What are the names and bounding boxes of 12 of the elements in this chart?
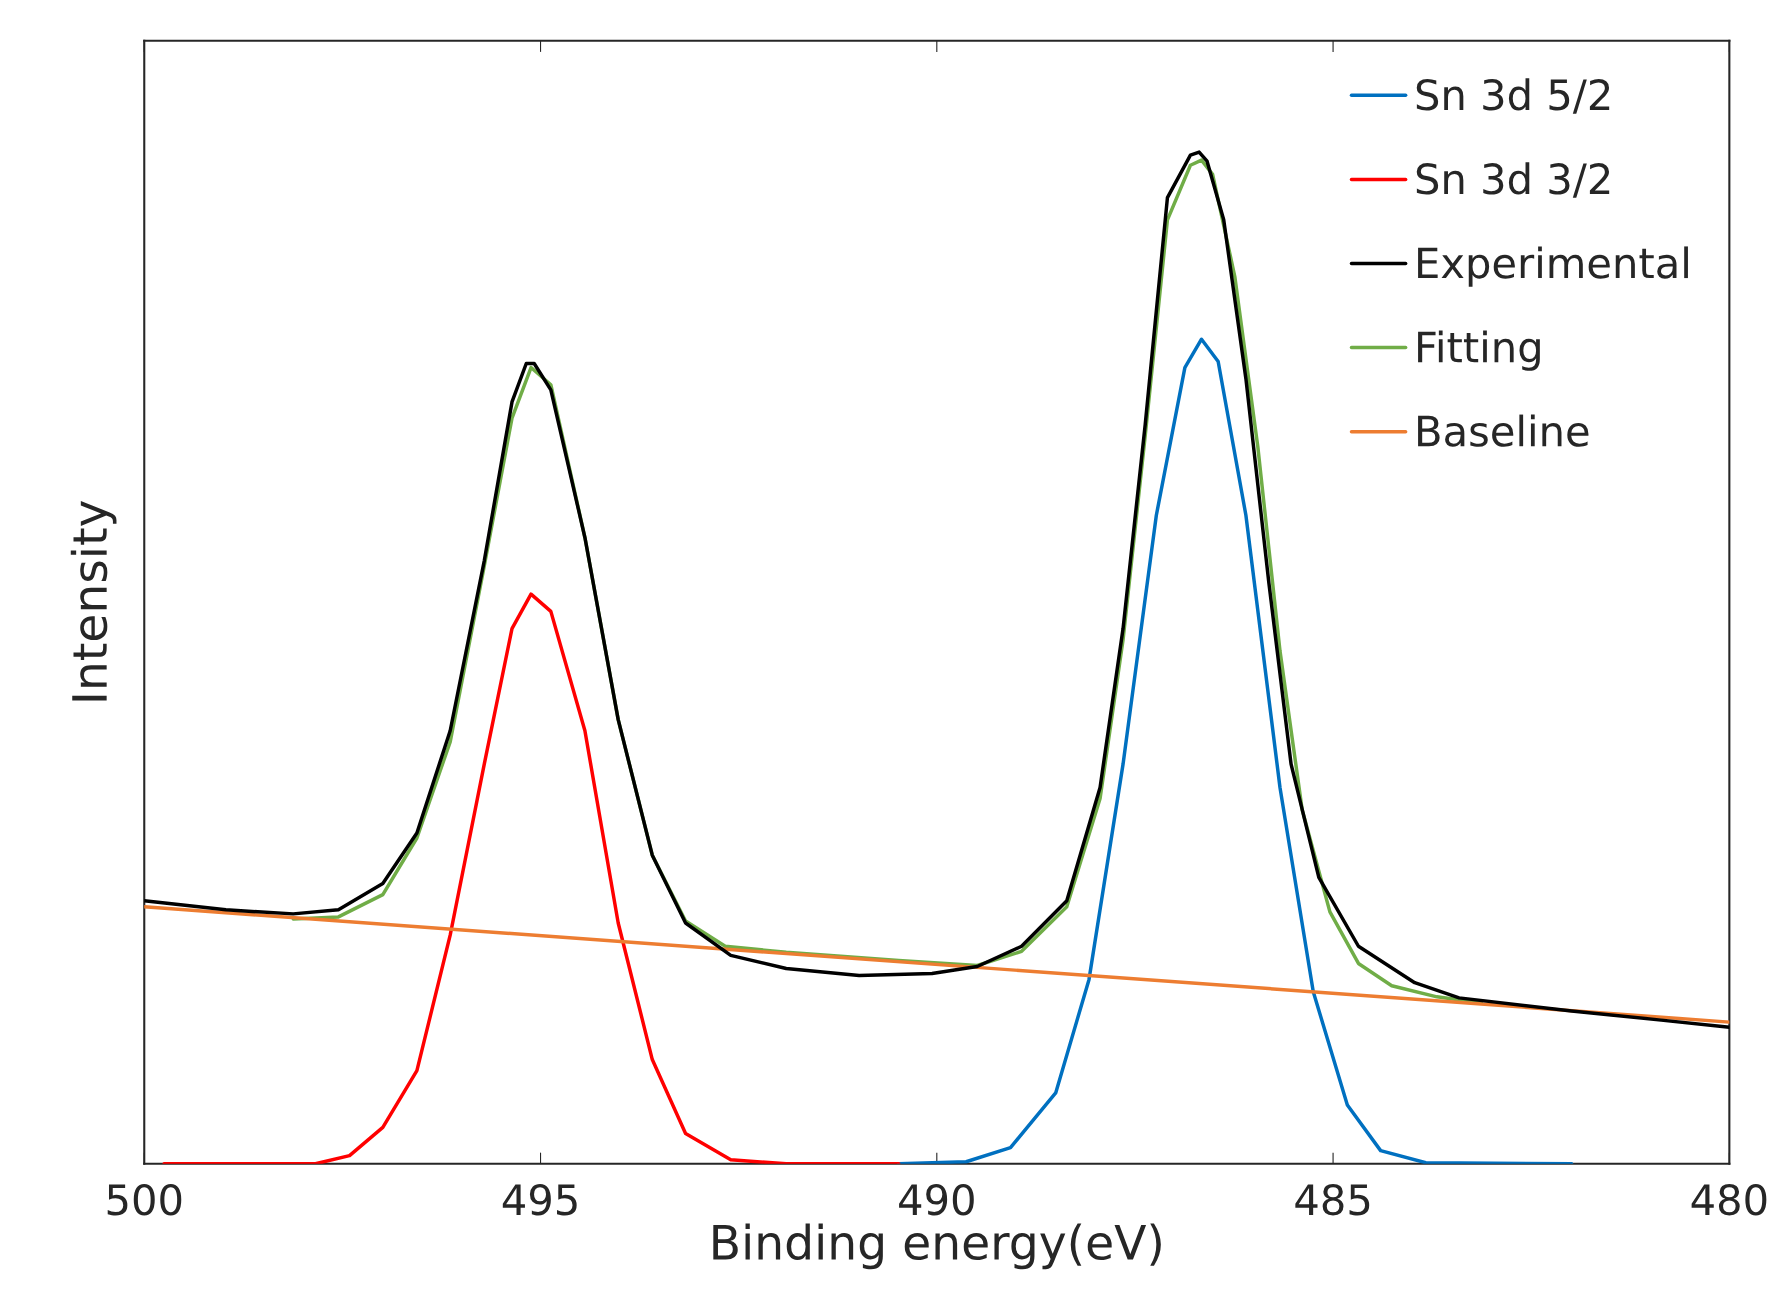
legend-label: Baseline: [1418, 414, 1589, 447]
legend-label: Experimental: [1418, 246, 1688, 287]
x-tick-label: 480: [1691, 1183, 1767, 1216]
legend-label: Sn 3d 3/2: [1416, 162, 1610, 198]
y-axis-title: Intensity: [70, 500, 117, 701]
legend-label: Fitting: [1418, 330, 1540, 371]
x-tick-label: 490: [899, 1183, 974, 1216]
legend-label: Sn 3d 5/2: [1416, 78, 1610, 114]
x-tick-label: 495: [502, 1183, 577, 1216]
x-tick-label: 500: [107, 1183, 182, 1216]
x-tick-label: 485: [1295, 1183, 1370, 1216]
x-axis-title: Binding energy(eV): [713, 1223, 1161, 1270]
